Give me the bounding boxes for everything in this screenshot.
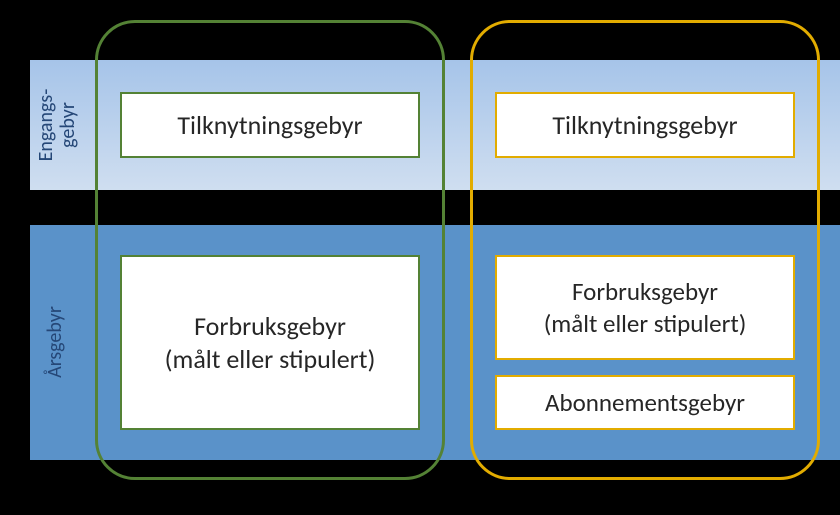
cell-right-forbruk: Forbruksgebyr (målt eller stipulert) (495, 255, 795, 360)
cell-left-forbruk: Forbruksgebyr (målt eller stipulert) (120, 255, 420, 430)
cell-right-tilknytning: Tilknytningsgebyr (495, 92, 795, 158)
diagram-viewport: Engangs- gebyr Årsgebyr Tilknytningsgeby… (0, 0, 840, 515)
cell-right-abonnement: Abonnementsgebyr (495, 375, 795, 430)
row-label-engangs: Engangs- gebyr (35, 45, 79, 205)
row-label-aarsgebyr: Årsgebyr (44, 242, 66, 442)
cell-left-tilknytning: Tilknytningsgebyr (120, 92, 420, 158)
